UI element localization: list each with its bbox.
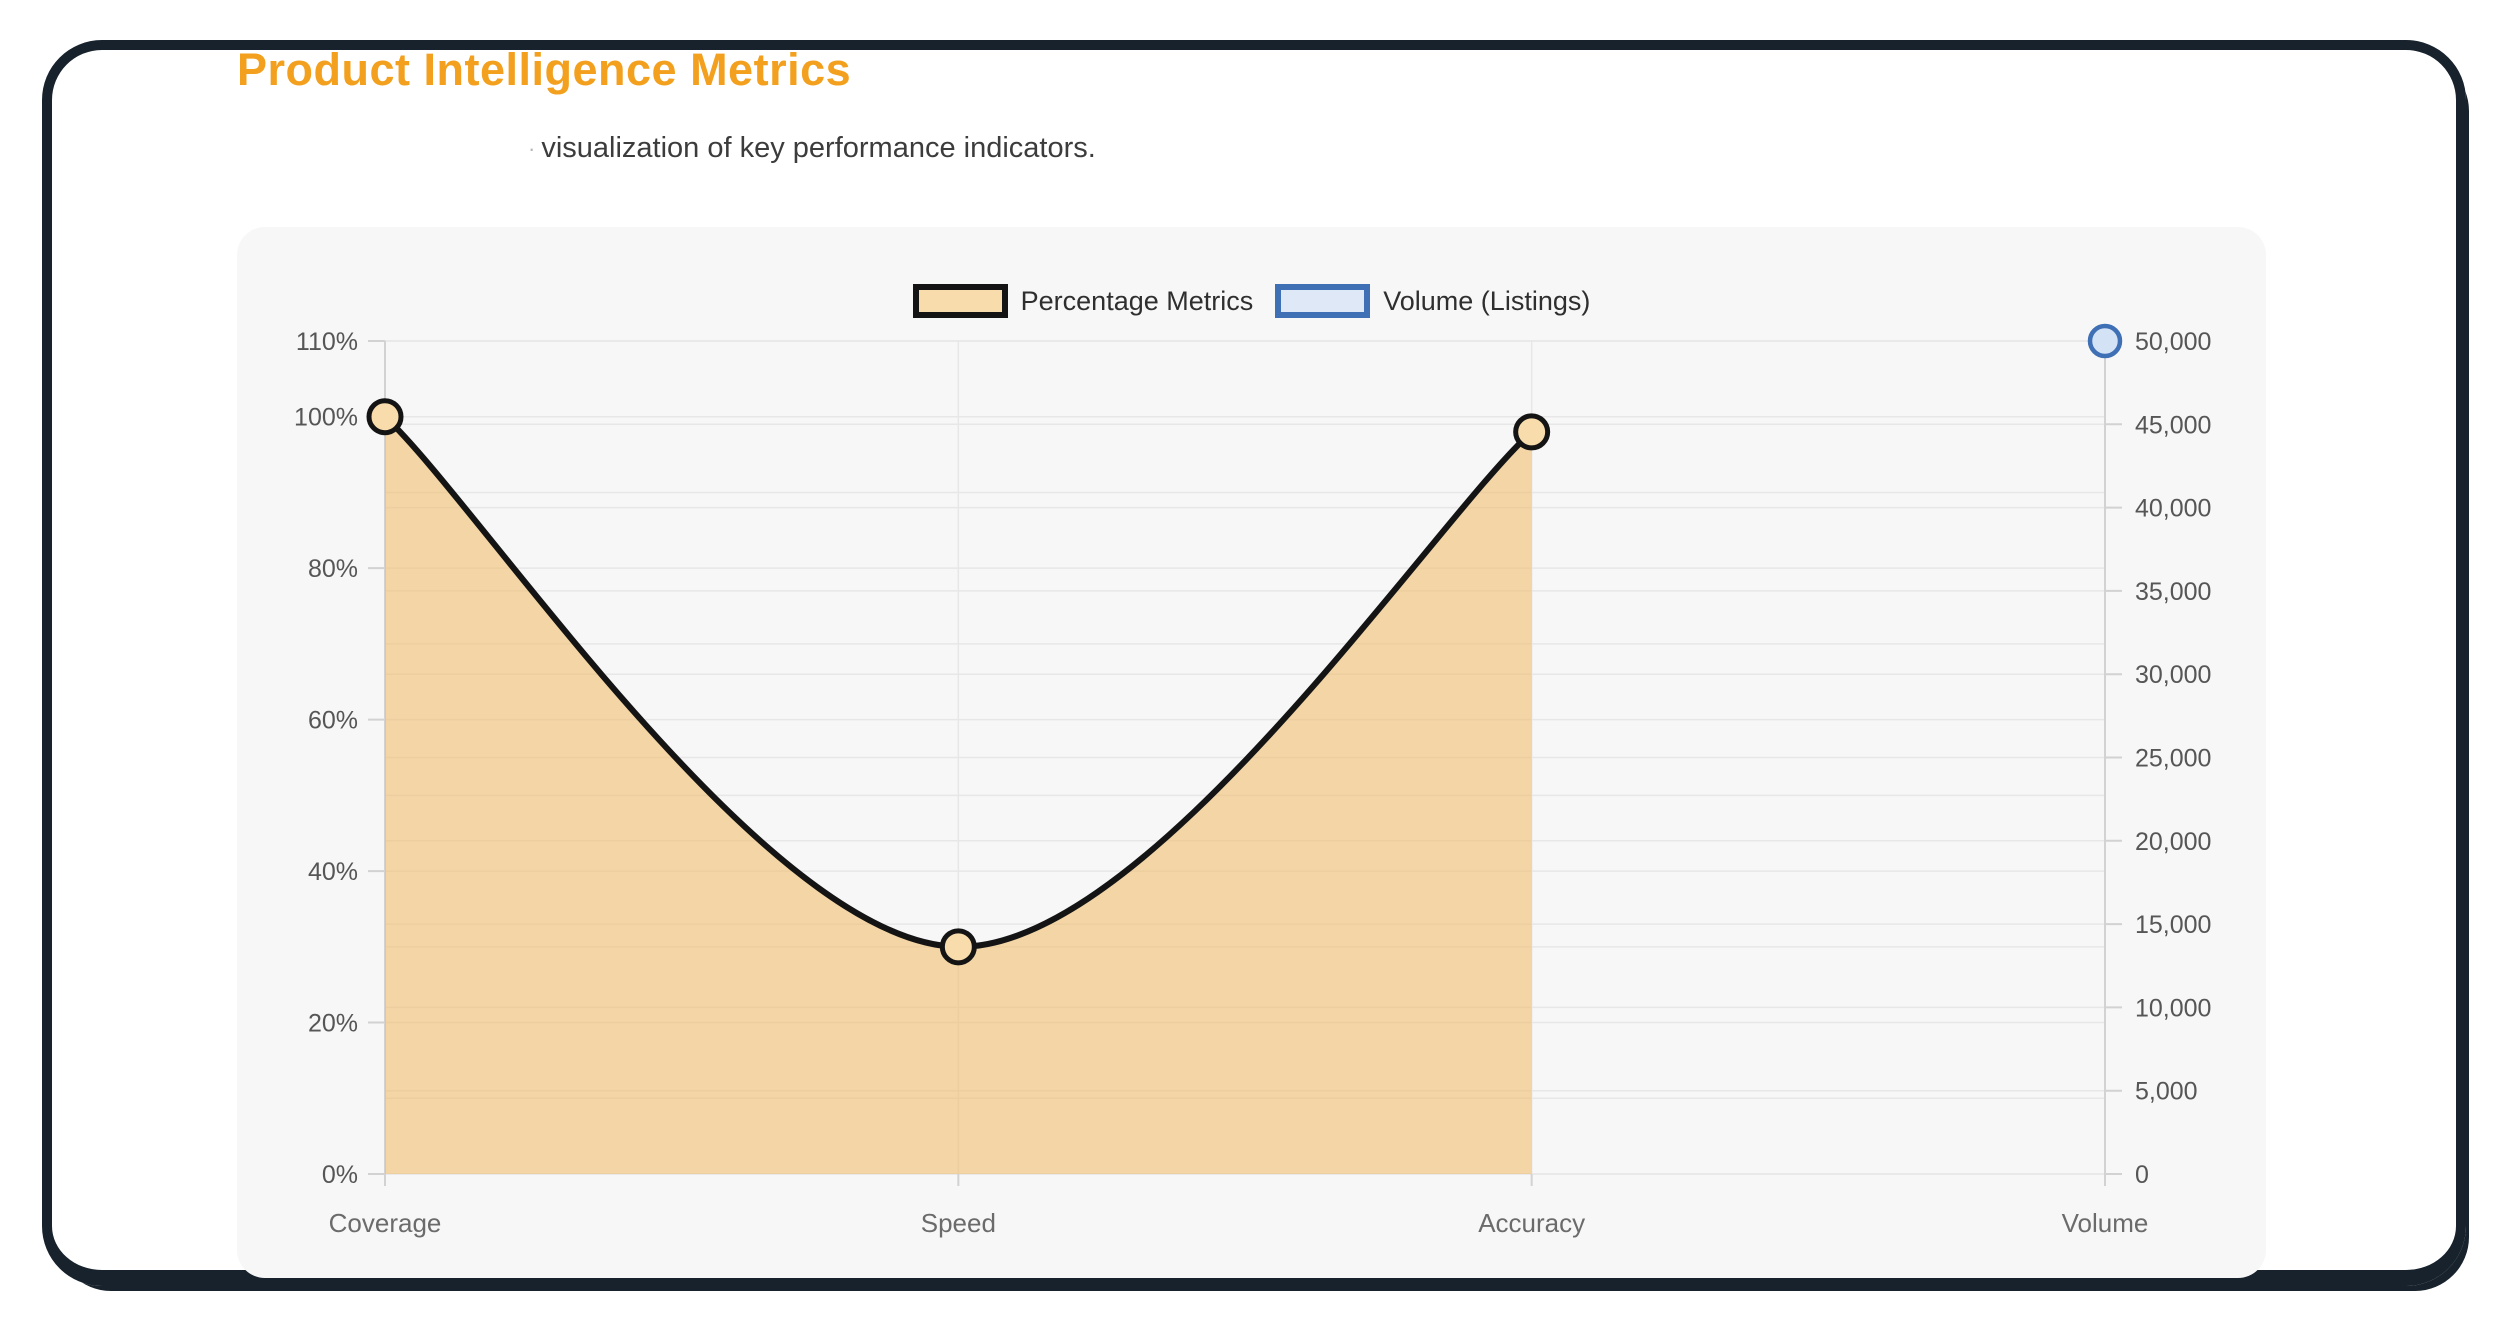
y-axis-right-label: 50,000 — [2135, 328, 2211, 356]
y-axis-right-label: 40,000 — [2135, 495, 2211, 523]
chart-legend: Percentage Metrics Volume (Listings) — [237, 284, 2266, 318]
y-axis-right-label: 0 — [2135, 1161, 2149, 1189]
percentage-metrics-swatch — [912, 284, 1008, 318]
y-axis-right-label: 15,000 — [2135, 911, 2211, 939]
legend-label: Percentage Metrics — [1020, 285, 1254, 316]
subtitle-text: visualization of key performance indicat… — [541, 132, 1096, 164]
y-axis-left-label: 60% — [308, 707, 358, 735]
y-axis-left-label: 40% — [308, 858, 358, 886]
y-axis-right-label: 25,000 — [2135, 745, 2211, 773]
y-axis-right-label: 10,000 — [2135, 994, 2211, 1022]
legend-item-volume-listings[interactable]: Volume (Listings) — [1275, 284, 1590, 318]
y-axis-right-label: 30,000 — [2135, 661, 2211, 689]
data-point-volume-listings--0[interactable] — [2087, 323, 2123, 359]
y-axis-left-label: 100% — [294, 404, 358, 432]
data-point-percentage-metrics-0[interactable] — [366, 398, 404, 436]
y-axis-left-label: 0% — [322, 1161, 358, 1189]
data-point-percentage-metrics-1[interactable] — [939, 928, 977, 966]
x-axis-label-volume: Volume — [2062, 1208, 2149, 1238]
page-title: Product Intelligence Metrics — [237, 44, 852, 95]
legend-label: Volume (Listings) — [1383, 285, 1591, 316]
y-axis-left-label: 80% — [308, 555, 358, 583]
volume-listings-swatch — [1275, 284, 1371, 318]
y-axis-right-label: 35,000 — [2135, 578, 2211, 606]
data-point-percentage-metrics-2[interactable] — [1513, 413, 1551, 451]
page-subtitle: · visualization of key performance indica… — [528, 132, 1096, 165]
y-axis-left-label: 20% — [308, 1010, 358, 1038]
x-axis-label-accuracy: Accuracy — [1478, 1208, 1585, 1238]
subtitle-lead-mark: · — [528, 136, 536, 162]
x-axis-label-coverage: Coverage — [329, 1208, 442, 1238]
legend-item-percentage-metrics[interactable]: Percentage Metrics — [912, 284, 1254, 318]
y-axis-right-label: 5,000 — [2135, 1078, 2198, 1106]
x-axis-label-speed: Speed — [921, 1208, 996, 1238]
y-axis-right-label: 20,000 — [2135, 828, 2211, 856]
y-axis-left-label: 110% — [296, 328, 358, 356]
percentage-area-fill — [385, 416, 1532, 1174]
y-axis-right-label: 45,000 — [2135, 411, 2211, 439]
